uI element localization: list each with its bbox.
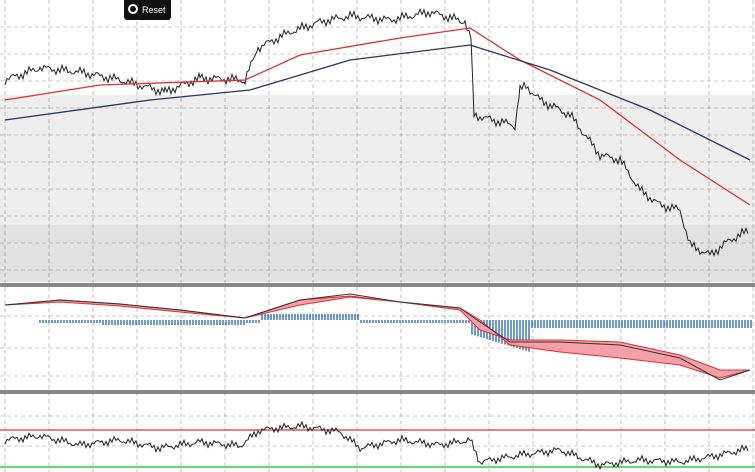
price-band (0, 225, 755, 282)
macd-panel (0, 288, 755, 388)
rsi-panel (0, 396, 755, 472)
price-band (0, 95, 755, 225)
macd-line (4, 293, 751, 381)
reset-label: Reset (142, 5, 166, 15)
moving-average-navy (4, 44, 751, 161)
reset-icon (128, 4, 138, 14)
rsi-line (4, 420, 749, 471)
price-line (4, 7, 749, 257)
moving-average-red (4, 27, 751, 206)
